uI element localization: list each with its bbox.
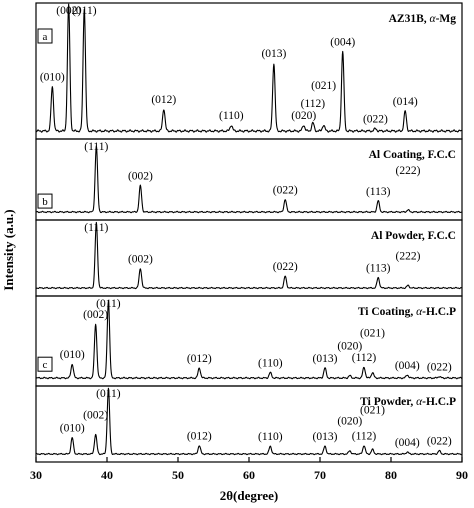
peak-label: (012)	[187, 353, 212, 365]
peak-label: (022)	[363, 114, 388, 126]
peak-label: (111)	[84, 222, 108, 234]
panel-letter-box	[37, 356, 53, 372]
peak-label: (013)	[313, 353, 338, 365]
peak-label: (022)	[273, 185, 298, 197]
peak-label: (021)	[311, 80, 336, 92]
peak-label: (112)	[301, 98, 326, 110]
peak-label: (002)	[83, 309, 108, 321]
x-tick-label: 60	[243, 468, 255, 482]
peak-label: (004)	[395, 437, 420, 449]
peak-label: (002)	[56, 5, 81, 17]
peak-label: (012)	[151, 94, 176, 106]
peak-label: (222)	[396, 250, 421, 262]
panel-5: (010) (002) (011) (012) (110) (013) (020) (112)…	[35, 385, 463, 463]
peak-label: (110)	[258, 431, 283, 443]
peak-label: (113)	[366, 263, 391, 275]
panels-layer: (010)(002)(011)(012)(110)(013)(020)(112)…	[35, 2, 463, 463]
panel-4: (010) (002)(011) (012) (110) (013)(020)(112)…	[35, 295, 463, 387]
peak-label: (110)	[219, 110, 244, 122]
peak-label: (113)	[366, 186, 391, 198]
peak-label: (021)	[360, 404, 385, 416]
x-tick-label: 90	[456, 468, 468, 482]
peak-label: (012)	[187, 431, 212, 443]
peak-label: (022)	[427, 362, 452, 374]
panel-3: (111) (002) (022) (113) (222) Al Powder, F.C.…	[35, 219, 463, 297]
panel-letter: b	[42, 196, 48, 208]
peak-label: (222)	[396, 165, 421, 177]
peak-label: (002)	[83, 409, 108, 421]
peak-label: (112)	[352, 431, 377, 443]
peak-label: (021)	[360, 328, 385, 340]
diffraction-pattern-line	[36, 300, 462, 380]
peak-label: (010)	[60, 349, 85, 361]
peak-label: (004)	[395, 360, 420, 372]
x-tick-label: 80	[385, 468, 397, 482]
panel-letter: c	[43, 359, 48, 371]
diffraction-pattern-line	[36, 387, 462, 456]
panel-letter-box	[37, 28, 53, 44]
peak-label: (014)	[393, 96, 418, 108]
peak-label: (110)	[258, 358, 283, 370]
diffraction-pattern-line	[36, 221, 462, 290]
peak-label: (004)	[330, 37, 355, 49]
peak-label: (013)	[313, 431, 338, 443]
peak-label: (010)	[40, 72, 65, 84]
peak-label: (020)	[291, 110, 316, 122]
peak-label: (011)	[96, 298, 121, 310]
peak-label: (020)	[337, 416, 362, 428]
panel-2: (111) (002) (022) (113) (222) Al Coating, F.C…	[35, 138, 463, 221]
panel-letter-box	[37, 193, 53, 209]
x-tick-label: 30	[30, 468, 42, 482]
peak-label: (011)	[72, 5, 97, 17]
peak-label: (002)	[128, 253, 153, 265]
diffraction-pattern-line	[36, 145, 462, 214]
panel-title: AZ31B, α-Mg	[389, 13, 457, 25]
panel-1: (010) (002)(011) (012) (110) (013) (020)(112)…	[35, 2, 463, 140]
x-tick-label: 50	[172, 468, 184, 482]
peak-label: (112)	[352, 352, 377, 364]
panel-title: Ti Powder, α-H.C.P	[360, 396, 456, 408]
diffraction-pattern-line	[36, 3, 462, 133]
peak-label: (010)	[60, 423, 85, 435]
axes-layer: Intensity (a.u.) 2θ(degree) 30 40 50 60 70 80…	[1, 209, 468, 503]
peak-label: (020)	[337, 341, 362, 353]
x-axis-label: 2θ(degree)	[220, 488, 279, 503]
peak-label: (111)	[84, 141, 108, 153]
peak-label: (002)	[128, 171, 153, 183]
x-tick-label: 70	[314, 468, 326, 482]
panel-letter: a	[43, 31, 48, 43]
y-axis-label: Intensity (a.u.)	[1, 209, 16, 290]
peak-label: (013)	[261, 48, 286, 60]
panel-title: Al Powder, F.C.C	[371, 230, 456, 242]
panel-title: Al Coating, F.C.C	[369, 149, 456, 161]
x-tick-label: 40	[101, 468, 113, 482]
peak-label: (022)	[273, 261, 298, 273]
peak-label: (022)	[427, 436, 452, 448]
panel-title: Ti Coating, α-H.C.P	[358, 306, 456, 318]
peak-label: (011)	[96, 388, 121, 400]
